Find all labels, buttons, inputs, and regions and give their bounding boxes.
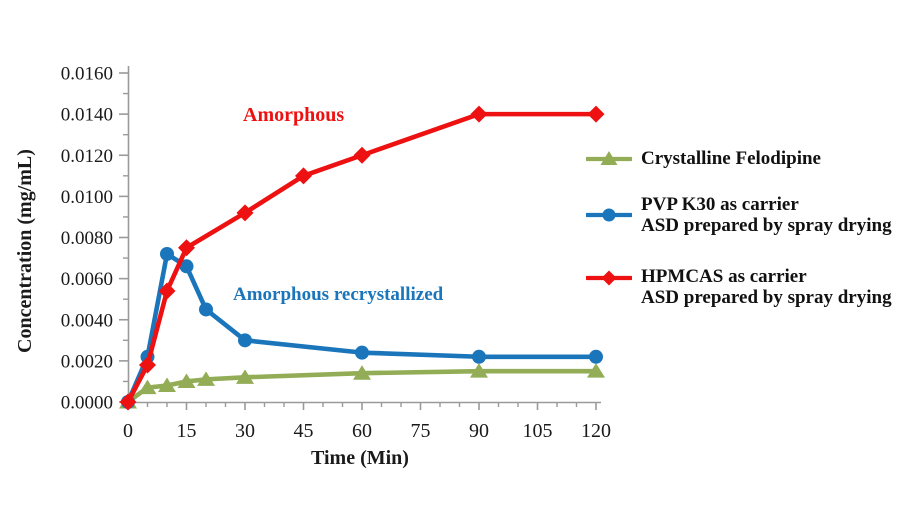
x-axis-tick-label: 0 xyxy=(123,420,133,442)
circle-marker-icon xyxy=(199,302,213,317)
diamond-marker-icon xyxy=(119,393,137,411)
legend-item-diamond: HPMCAS as carrier ASD prepared by spray d… xyxy=(586,266,892,308)
circle-icon xyxy=(602,208,616,222)
y-axis-title: Concentration (mg/mL) xyxy=(14,149,36,353)
triangle-marker-icon xyxy=(353,365,371,380)
x-axis-title: Time (Min) xyxy=(311,447,409,469)
circle-marker-icon xyxy=(160,246,174,261)
circle-marker-icon xyxy=(589,349,603,364)
y-axis-tick-label: 0.0120 xyxy=(61,146,113,167)
legend-label-line: HPMCAS as carrier xyxy=(641,266,807,287)
x-axis-tick-label: 45 xyxy=(294,420,314,442)
diamond-marker-icon xyxy=(236,204,254,222)
y-axis-tick-label: 0.0160 xyxy=(61,64,113,85)
legend-label: Crystalline Felodipine xyxy=(641,148,821,169)
diamond-marker-icon xyxy=(470,105,488,123)
legend-item-triangle: Crystalline Felodipine xyxy=(586,148,821,169)
x-axis-tick-label: 90 xyxy=(469,420,489,442)
diamond-marker-icon xyxy=(587,105,605,123)
diamond-legend-marker-icon xyxy=(586,270,632,286)
legend: Crystalline Felodipine PVP K30 as carrier… xyxy=(586,0,904,509)
x-axis-tick-label: 30 xyxy=(235,420,255,442)
circle-marker-icon xyxy=(472,349,486,364)
legend-label-line: ASD prepared by spray drying xyxy=(641,287,892,308)
annotation-amorphous-recrystallized: Amorphous recrystallized xyxy=(233,284,444,305)
circle-marker-icon xyxy=(238,333,252,348)
legend-label: HPMCAS as carrier ASD prepared by spray d… xyxy=(641,266,892,308)
legend-item-circle: PVP K30 as carrier ASD prepared by spray … xyxy=(586,194,892,236)
x-axis-tick-label: 120 xyxy=(581,420,611,442)
triangle-icon xyxy=(600,150,618,165)
y-axis-tick-label: 0.0060 xyxy=(61,269,113,290)
diamond-icon xyxy=(601,270,617,286)
diamond-marker-icon xyxy=(295,167,312,185)
y-axis-tick-label: 0.0140 xyxy=(61,105,113,126)
legend-label: PVP K30 as carrier ASD prepared by spray … xyxy=(641,194,892,236)
legend-label-line: Crystalline Felodipine xyxy=(641,148,821,169)
diamond-marker-icon xyxy=(353,146,371,164)
circle-marker-icon xyxy=(179,259,194,274)
triangle-marker-icon xyxy=(197,371,215,386)
diamond-marker-icon xyxy=(178,239,195,257)
diamond-marker-icon xyxy=(139,356,156,374)
triangle-legend-marker-icon xyxy=(586,150,632,165)
triangle-marker-icon xyxy=(587,363,605,378)
triangle-marker-icon xyxy=(177,373,196,388)
triangle-marker-icon xyxy=(236,369,254,384)
diamond-marker-icon xyxy=(158,282,176,300)
y-axis-tick-label: 0.0020 xyxy=(61,351,113,372)
y-axis-tick-label: 0.0000 xyxy=(61,393,113,414)
legend-label-line: PVP K30 as carrier xyxy=(641,194,799,215)
y-axis-tick-label: 0.0080 xyxy=(61,228,113,249)
triangle-marker-icon xyxy=(158,377,176,393)
x-axis-tick-label: 105 xyxy=(523,420,553,442)
x-axis-tick-label: 75 xyxy=(411,420,431,442)
x-axis-tick-label: 15 xyxy=(177,420,197,442)
triangle-marker-icon xyxy=(138,379,157,395)
circle-marker-icon xyxy=(355,345,369,360)
triangle-marker-icon xyxy=(470,363,488,378)
annotation-amorphous: Amorphous xyxy=(243,104,345,126)
x-axis-tick-label: 60 xyxy=(352,420,372,442)
y-axis-tick-label: 0.0100 xyxy=(61,187,113,208)
circle-legend-marker-icon xyxy=(586,208,632,222)
y-axis-tick-label: 0.0040 xyxy=(61,310,113,331)
legend-label-line: ASD prepared by spray drying xyxy=(641,215,892,236)
